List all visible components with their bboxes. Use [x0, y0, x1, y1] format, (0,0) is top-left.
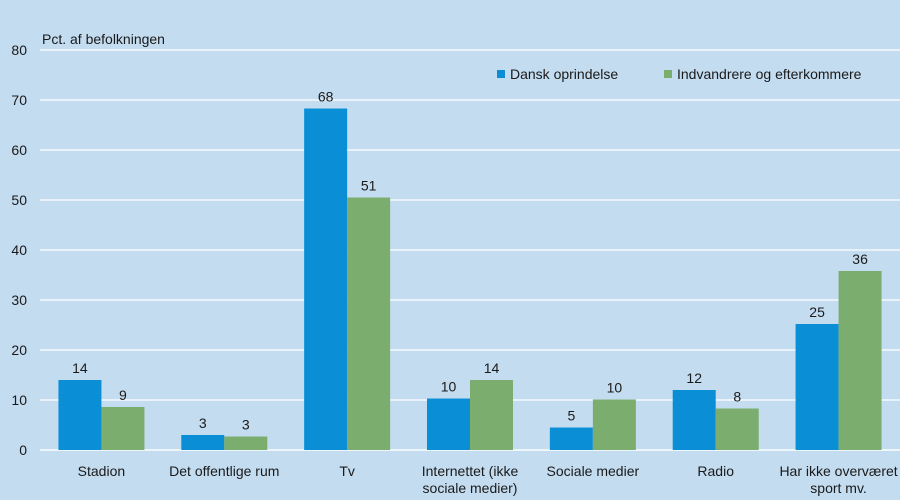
- y-tick-label-60: 60: [11, 142, 27, 158]
- bar-dansk-2: [304, 108, 348, 450]
- data-label-dansk-1: 3: [199, 415, 207, 431]
- category-label-5: Radio: [697, 463, 734, 479]
- y-tick-label-10: 10: [11, 392, 27, 408]
- y-tick-label-70: 70: [11, 92, 27, 108]
- category-label-4: Sociale medier: [547, 463, 640, 479]
- category-label-1: Det offentlige rum: [169, 463, 279, 479]
- legend-label-indvandrere: Indvandrere og efterkommere: [677, 66, 862, 82]
- legend-swatch-indvandrere: [664, 70, 672, 78]
- data-label-indvandrere-6: 36: [852, 251, 868, 267]
- y-tick-label-30: 30: [11, 292, 27, 308]
- bar-indvandrere-1: [224, 436, 268, 450]
- category-label-2: Tv: [339, 463, 355, 479]
- bar-indvandrere-3: [470, 380, 513, 450]
- data-label-indvandrere-2: 51: [361, 178, 377, 194]
- data-label-indvandrere-0: 9: [119, 387, 127, 403]
- y-tick-label-50: 50: [11, 192, 27, 208]
- category-labels: Stadion Det offentlige rum Tv Internettet (…: [78, 463, 898, 496]
- bar-indvandrere-5: [715, 408, 759, 450]
- data-label-dansk-3: 10: [441, 379, 457, 395]
- data-label-indvandrere-5: 8: [733, 389, 741, 405]
- y-axis-ticks: 0 10 20 30 40 50 60 70 80: [11, 42, 27, 458]
- y-tick-label-40: 40: [11, 242, 27, 258]
- bar-dansk-4: [549, 427, 593, 450]
- data-label-dansk-6: 25: [809, 304, 825, 320]
- data-label-dansk-2: 68: [318, 89, 334, 105]
- bar-indvandrere-2: [347, 197, 391, 450]
- y-tick-label-80: 80: [11, 42, 27, 58]
- category-label-6: Har ikke overværet: [779, 463, 897, 479]
- bars: [58, 108, 882, 450]
- category-label-0: Stadion: [78, 463, 125, 479]
- y-tick-label-20: 20: [11, 342, 27, 358]
- data-label-dansk-0: 14: [72, 360, 88, 376]
- bar-dansk-6: [795, 324, 839, 450]
- legend-swatch-dansk: [497, 70, 505, 78]
- data-label-dansk-5: 12: [686, 370, 702, 386]
- legend: Dansk oprindelse Indvandrere og efterkom…: [497, 66, 862, 82]
- bar-dansk-5: [672, 390, 716, 450]
- legend-label-dansk: Dansk oprindelse: [510, 66, 618, 82]
- bar-dansk-3: [427, 398, 470, 450]
- data-label-indvandrere-1: 3: [242, 417, 250, 433]
- y-tick-label-0: 0: [19, 442, 27, 458]
- bar-dansk-0: [58, 380, 102, 450]
- y-axis-label: Pct. af befolkningen: [42, 31, 165, 47]
- category-label-6-line2: sport mv.: [810, 480, 867, 496]
- data-label-indvandrere-3: 14: [484, 360, 500, 376]
- category-label-3: Internettet (ikke: [422, 463, 519, 479]
- bar-dansk-1: [181, 435, 225, 450]
- bar-indvandrere-0: [101, 407, 145, 450]
- bar-indvandrere-6: [838, 271, 882, 450]
- category-label-3-line2: sociale medier): [423, 480, 518, 496]
- bar-indvandrere-4: [592, 399, 636, 450]
- data-label-dansk-4: 5: [567, 408, 575, 424]
- data-labels: 14 9 3 3 68 51 10 14 5 10 12 8 25 36: [72, 89, 868, 433]
- data-label-indvandrere-4: 10: [607, 380, 623, 396]
